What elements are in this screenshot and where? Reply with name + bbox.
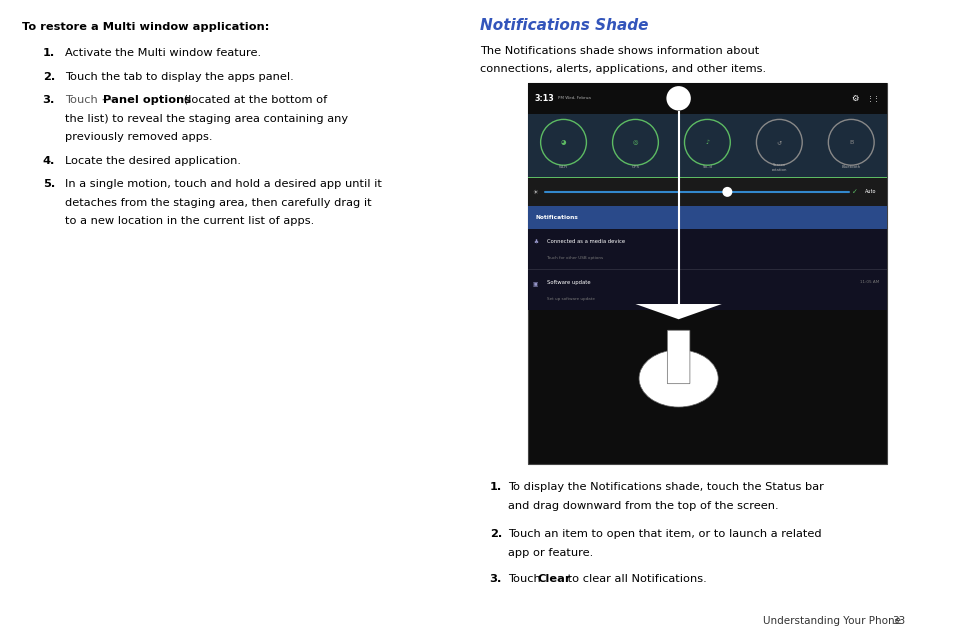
- Bar: [527, 177, 886, 178]
- Text: ♪: ♪: [704, 140, 709, 145]
- Text: So..d: So..d: [701, 165, 712, 169]
- Text: 3:13: 3:13: [534, 94, 554, 103]
- Circle shape: [666, 86, 690, 111]
- Text: Panel options: Panel options: [103, 95, 191, 105]
- Text: Set up software update: Set up software update: [546, 297, 594, 301]
- Text: and drag downward from the top of the screen.: and drag downward from the top of the sc…: [507, 501, 778, 511]
- Text: Notifications Shade: Notifications Shade: [479, 18, 648, 33]
- Text: ⋮⋮: ⋮⋮: [866, 95, 881, 101]
- Bar: [527, 83, 886, 114]
- Text: Touch ⋯: Touch ⋯: [65, 95, 116, 105]
- Bar: [527, 178, 886, 205]
- Text: 3.: 3.: [43, 95, 55, 105]
- Text: ✓: ✓: [851, 189, 858, 195]
- Text: detaches from the staging area, then carefully drag it: detaches from the staging area, then car…: [65, 198, 372, 207]
- Text: Touch: Touch: [507, 574, 544, 584]
- Text: the list) to reveal the staging area containing any: the list) to reveal the staging area con…: [65, 113, 348, 123]
- Text: The Notifications shade shows information about: The Notifications shade shows informatio…: [479, 46, 759, 56]
- Text: previously removed apps.: previously removed apps.: [65, 132, 213, 142]
- Text: 11:05 AM: 11:05 AM: [859, 280, 879, 284]
- Text: connections, alerts, applications, and other items.: connections, alerts, applications, and o…: [479, 64, 765, 74]
- Text: To restore a Multi window application:: To restore a Multi window application:: [22, 22, 269, 32]
- Text: Touch an item to open that item, or to launch a related: Touch an item to open that item, or to l…: [507, 529, 821, 539]
- Text: ◎: ◎: [632, 140, 638, 145]
- Text: To display the Notifications shade, touch the Status bar: To display the Notifications shade, touc…: [507, 482, 823, 492]
- Text: 2.: 2.: [43, 71, 55, 81]
- Polygon shape: [635, 304, 721, 319]
- Circle shape: [721, 187, 732, 197]
- Bar: [527, 269, 886, 270]
- Text: ▣: ▣: [533, 282, 537, 287]
- Text: ⚙: ⚙: [851, 94, 858, 103]
- Text: 1.: 1.: [489, 482, 501, 492]
- Text: ☀: ☀: [532, 190, 537, 195]
- Text: ♣: ♣: [533, 241, 537, 245]
- Text: ↺: ↺: [776, 140, 781, 145]
- Ellipse shape: [639, 350, 718, 407]
- Text: 1.: 1.: [43, 48, 55, 58]
- Text: ◕: ◕: [560, 140, 566, 145]
- Text: Wi-Fi: Wi-Fi: [558, 165, 568, 169]
- Text: B: B: [848, 140, 853, 145]
- Text: Locate the desired application.: Locate the desired application.: [65, 155, 241, 165]
- Text: In a single motion, touch and hold a desired app until it: In a single motion, touch and hold a des…: [65, 179, 381, 189]
- Bar: [527, 205, 886, 229]
- Text: (located at the bottom of: (located at the bottom of: [180, 95, 327, 105]
- Text: GPS: GPS: [631, 165, 639, 169]
- Bar: [527, 114, 886, 177]
- Text: Touch for other USB options: Touch for other USB options: [546, 256, 603, 260]
- Text: Notifications: Notifications: [535, 215, 578, 220]
- Bar: [527, 270, 886, 310]
- Text: Activate the Multi window feature.: Activate the Multi window feature.: [65, 48, 261, 58]
- Text: to clear all Notifications.: to clear all Notifications.: [563, 574, 706, 584]
- Text: to a new location in the current list of apps.: to a new location in the current list of…: [65, 216, 314, 226]
- Text: app or feature.: app or feature.: [507, 548, 593, 558]
- Text: Clear: Clear: [537, 574, 571, 584]
- Text: 5.: 5.: [43, 179, 55, 189]
- Text: Touch the tab to display the apps panel.: Touch the tab to display the apps panel.: [65, 71, 294, 81]
- Text: PM Wed, Februa: PM Wed, Februa: [557, 96, 590, 100]
- Text: Connected as a media device: Connected as a media device: [546, 238, 624, 244]
- Text: Auto: Auto: [864, 190, 876, 195]
- Text: 4.: 4.: [43, 155, 55, 165]
- Text: 33: 33: [891, 616, 904, 626]
- Text: Understanding Your Phone: Understanding Your Phone: [762, 616, 901, 626]
- Text: Software update: Software update: [546, 280, 590, 285]
- FancyBboxPatch shape: [667, 330, 689, 384]
- Text: Screen
rotation: Screen rotation: [771, 163, 786, 172]
- Bar: [527, 229, 886, 269]
- Text: 3.: 3.: [489, 574, 501, 584]
- Text: 2.: 2.: [489, 529, 501, 539]
- Text: Bluetooth: Bluetooth: [841, 165, 860, 169]
- Bar: [527, 83, 886, 464]
